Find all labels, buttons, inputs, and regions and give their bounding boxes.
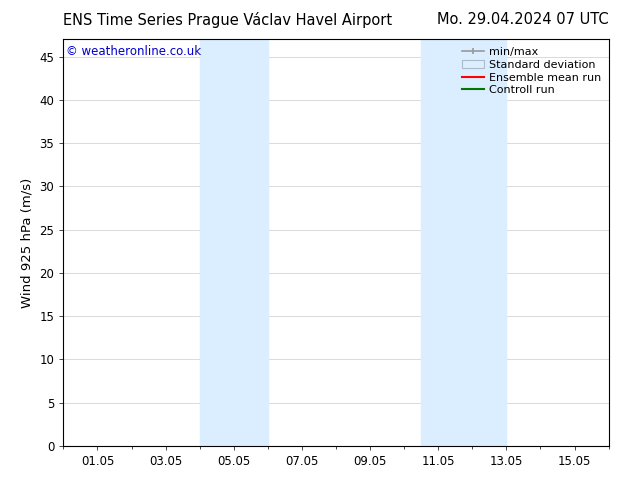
Legend: min/max, Standard deviation, Ensemble mean run, Controll run: min/max, Standard deviation, Ensemble me… (460, 45, 603, 98)
Y-axis label: Wind 925 hPa (m/s): Wind 925 hPa (m/s) (21, 177, 34, 308)
Bar (421, 39, 507, 446)
Bar (200, 39, 268, 446)
Text: ENS Time Series Prague Václav Havel Airport: ENS Time Series Prague Václav Havel Airp… (63, 12, 392, 28)
Text: Mo. 29.04.2024 07 UTC: Mo. 29.04.2024 07 UTC (437, 12, 609, 27)
Text: © weatheronline.co.uk: © weatheronline.co.uk (66, 45, 201, 58)
